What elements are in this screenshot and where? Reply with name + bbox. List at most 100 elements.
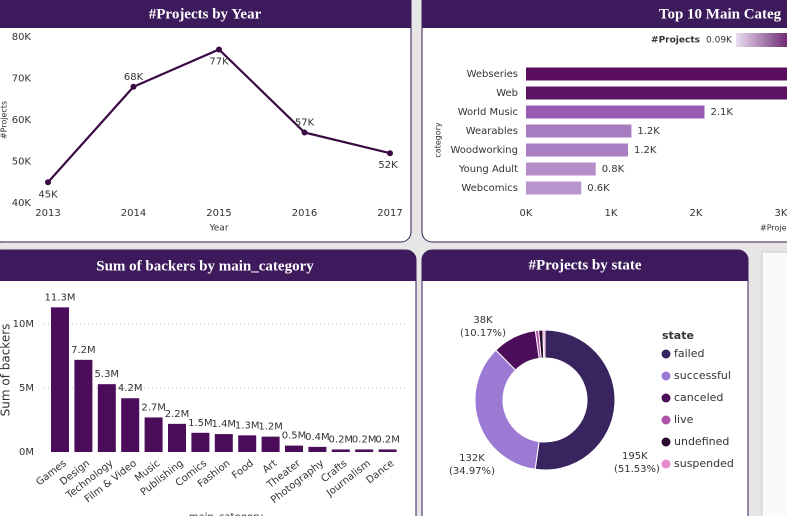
legend-swatch xyxy=(661,437,671,447)
panel xyxy=(421,0,787,243)
y-tick-label: 0M xyxy=(19,447,34,458)
data-label: (10.17%) xyxy=(460,328,506,339)
y-tick-label: 50K xyxy=(12,157,32,168)
y-tick-label: World Music xyxy=(458,107,518,118)
x-tick-label: 2015 xyxy=(206,208,231,219)
legend-title: state xyxy=(662,329,694,342)
data-label: 2.1K xyxy=(711,107,734,118)
bar xyxy=(285,445,303,452)
bar xyxy=(238,435,257,452)
legend-label: undefined xyxy=(674,435,729,448)
y-axis-title: #Projects xyxy=(0,101,9,139)
legend-swatch xyxy=(661,393,671,403)
panel-header xyxy=(0,250,416,281)
point xyxy=(45,179,51,186)
data-label: 0.4M xyxy=(305,432,330,443)
x-tick-label: 2013 xyxy=(35,208,60,219)
legend-title: #Projects xyxy=(651,36,700,46)
chart-title: Top 10 Main Categ xyxy=(659,6,782,22)
data-label: 0.2M xyxy=(375,434,400,445)
legend-label: failed xyxy=(674,347,704,360)
legend-swatch xyxy=(661,371,671,381)
y-tick-label: 40K xyxy=(12,198,32,209)
donut-slice xyxy=(474,349,540,470)
data-label: 0.6K xyxy=(587,183,610,194)
x-tick-label: 2014 xyxy=(121,208,146,219)
data-label: 57K xyxy=(295,117,315,128)
point xyxy=(130,83,137,90)
bar xyxy=(526,162,596,176)
data-label: 38K xyxy=(473,315,493,326)
y-tick-label: Web xyxy=(496,88,518,99)
point xyxy=(216,46,222,53)
y-tick-label: 60K xyxy=(12,115,32,126)
data-label: 132K xyxy=(459,453,485,464)
x-tick-label: 2016 xyxy=(292,208,317,219)
data-label: (34.97%) xyxy=(449,466,495,477)
bar xyxy=(526,67,787,81)
data-label: 11.3M xyxy=(45,292,76,303)
x-tick-label: 2017 xyxy=(377,208,402,219)
data-label: 7.2M xyxy=(71,345,96,356)
data-label: 52K xyxy=(378,160,398,171)
x-axis-title: #Proje xyxy=(760,224,787,233)
data-label: 1.5M xyxy=(188,418,213,429)
point xyxy=(301,129,308,136)
data-label: 4.2M xyxy=(118,383,143,394)
y-tick-label: Webcomics xyxy=(461,183,518,194)
panel xyxy=(0,0,412,243)
panel-header xyxy=(0,0,411,28)
bar xyxy=(526,105,705,119)
y-tick-label: Woodworking xyxy=(450,145,518,156)
data-label: 1.2K xyxy=(634,145,657,156)
bar xyxy=(144,417,163,452)
x-tick-label: 1K xyxy=(605,208,618,219)
y-axis-title: category xyxy=(434,122,443,158)
chart-title: Sum of backers by main_category xyxy=(96,258,314,274)
bar xyxy=(526,124,632,138)
data-label: 68K xyxy=(124,72,144,83)
x-tick-label: 0K xyxy=(520,208,533,219)
data-label: 77K xyxy=(209,56,229,67)
data-label: 1.2K xyxy=(637,126,660,137)
data-label: 45K xyxy=(38,189,58,200)
bar xyxy=(51,307,69,452)
y-tick-label: Young Adult xyxy=(458,164,518,175)
data-label: 2.2M xyxy=(165,409,190,420)
bar xyxy=(526,86,787,100)
chart-title: #Projects by state xyxy=(528,257,641,273)
chart-title: #Projects by Year xyxy=(149,6,262,22)
legend-label: suspended xyxy=(674,457,734,470)
panel-header xyxy=(422,0,787,28)
x-axis-title: Year xyxy=(208,224,228,234)
legend-gradient xyxy=(736,33,787,47)
y-tick-label: 10M xyxy=(13,319,34,330)
data-label: 0.8K xyxy=(602,164,625,175)
legend-min: 0.09K xyxy=(706,36,733,46)
bar xyxy=(74,359,93,452)
data-label: 0.2M xyxy=(352,434,377,445)
data-label: 2.7M xyxy=(141,402,166,413)
data-label: 195K xyxy=(622,451,648,462)
bar xyxy=(331,449,350,452)
x-axis-title: main_category xyxy=(189,512,263,516)
panel-header xyxy=(422,250,748,281)
x-tick-label: 2K xyxy=(690,208,703,219)
y-tick-label: Wearables xyxy=(466,126,518,137)
legend-label: canceled xyxy=(674,391,723,404)
x-tick-label: 3K xyxy=(775,208,787,219)
legend-label: live xyxy=(674,413,694,426)
legend-label: successful xyxy=(674,369,731,382)
y-axis-title: Sum of backers xyxy=(0,324,13,417)
data-label: 1.4M xyxy=(212,419,237,430)
bar xyxy=(97,384,116,452)
bar xyxy=(355,449,374,452)
data-label: 1.3M xyxy=(235,420,260,431)
y-tick-label: 5M xyxy=(19,383,34,394)
bar xyxy=(308,446,327,452)
data-label: 0.2M xyxy=(329,434,354,445)
y-tick-label: 80K xyxy=(12,32,32,43)
legend-swatch xyxy=(661,349,671,359)
